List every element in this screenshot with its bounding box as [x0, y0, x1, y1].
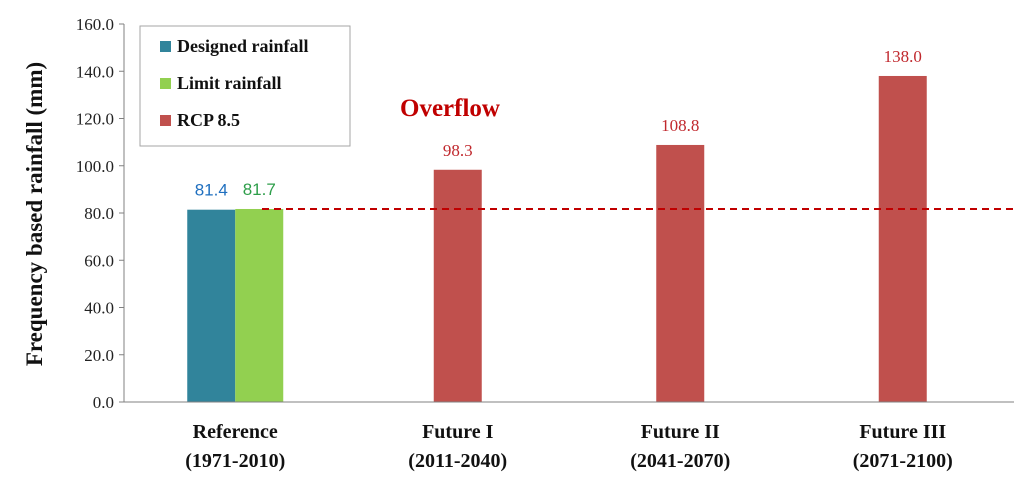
y-axis: 0.0 20.0 40.0 60.0 80.0 100.0 120.0 140.0 160.0: [76, 15, 125, 412]
x-category-period: (2071-2100): [853, 450, 953, 472]
legend-box: [139, 25, 351, 147]
y-tick-label: 100.0: [76, 157, 114, 176]
legend-label: Limit rainfall: [177, 73, 282, 93]
data-label: 81.4: [195, 181, 228, 200]
bar-rcp-8-5: [878, 75, 927, 402]
x-category-label: Future II: [641, 421, 720, 443]
legend-swatch: [160, 41, 171, 52]
y-tick-label: 120.0: [76, 110, 114, 129]
bars: [187, 75, 927, 402]
data-label: 81.7: [243, 180, 276, 199]
legend-label: RCP 8.5: [177, 110, 240, 130]
y-tick-label: 80.0: [84, 204, 114, 223]
overflow-annotation: Overflow: [400, 95, 500, 122]
data-label: 108.8: [661, 116, 699, 135]
x-category-period: (2041-2070): [630, 450, 730, 472]
y-tick-label: 40.0: [84, 299, 114, 318]
x-category-period: (1971-2010): [185, 450, 285, 472]
x-category-label: Future III: [859, 421, 946, 443]
y-tick-label: 140.0: [76, 62, 114, 81]
y-tick-label: 20.0: [84, 346, 114, 365]
bar-limit-rainfall: [235, 208, 284, 402]
y-tick-label: 0.0: [93, 393, 114, 412]
data-labels: 81.4 81.7 98.3 108.8 138.0: [195, 47, 922, 200]
x-category-label: Reference: [193, 421, 278, 443]
bar-designed-rainfall: [187, 209, 236, 402]
x-category-period: (2011-2040): [408, 450, 507, 472]
x-axis: Reference (1971-2010) Future I (2011-2040) F…: [124, 401, 1014, 472]
data-label: 98.3: [443, 141, 473, 160]
y-axis-title: Frequency based rainfall (mm): [22, 62, 47, 366]
bar-rcp-8-5: [433, 169, 482, 402]
y-tick-label: 60.0: [84, 251, 114, 270]
bar-rcp-8-5: [656, 144, 705, 402]
legend-swatch: [160, 78, 171, 89]
legend-label: Designed rainfall: [177, 36, 309, 56]
legend-swatch: [160, 115, 171, 126]
y-tick-label: 160.0: [76, 15, 114, 34]
data-label: 138.0: [884, 47, 922, 66]
x-category-label: Future I: [422, 421, 494, 443]
legend: Designed rainfall Limit rainfall RCP 8.5: [139, 25, 351, 147]
